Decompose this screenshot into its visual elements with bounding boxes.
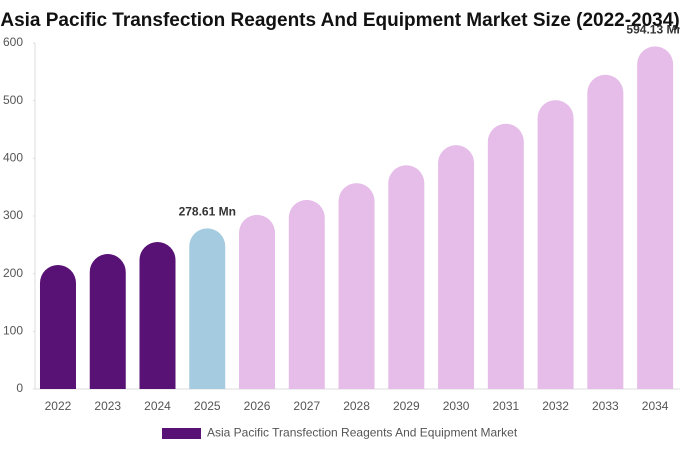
y-tick-label: 0 [16, 381, 23, 395]
bar [587, 74, 624, 389]
bar [388, 165, 425, 389]
bar [139, 241, 176, 389]
x-tick-label: 2025 [194, 399, 221, 413]
y-tick-label: 600 [3, 35, 23, 49]
bar [89, 254, 126, 389]
value-label: 594.13 Mn [626, 23, 680, 37]
x-tick-label: 2033 [592, 399, 619, 413]
chart-title: Asia Pacific Transfection Reagents And E… [0, 10, 679, 31]
value-label: 278.61 Mn [179, 205, 236, 219]
x-tick-label: 2029 [393, 399, 420, 413]
x-tick-label: 2026 [244, 399, 271, 413]
bar [637, 46, 674, 389]
x-tick-label: 2034 [642, 399, 669, 413]
legend-label: Asia Pacific Transfection Reagents And E… [207, 426, 518, 440]
bar [189, 228, 226, 389]
x-tick-label: 2027 [293, 399, 320, 413]
x-tick-label: 2031 [492, 399, 519, 413]
bar [338, 183, 375, 389]
legend-swatch [162, 428, 201, 439]
bar [288, 199, 325, 389]
bar [438, 145, 475, 389]
y-tick-label: 500 [3, 93, 23, 107]
y-tick-label: 100 [3, 324, 23, 338]
bar [537, 100, 574, 389]
x-tick-label: 2028 [343, 399, 370, 413]
bar [487, 123, 524, 389]
x-tick-label: 2023 [94, 399, 121, 413]
bar [239, 214, 276, 389]
y-tick-label: 300 [3, 208, 23, 222]
y-tick-label: 400 [3, 151, 23, 165]
x-tick-label: 2030 [443, 399, 470, 413]
x-tick-label: 2032 [542, 399, 569, 413]
bar [39, 265, 76, 389]
y-tick-label: 200 [3, 266, 23, 280]
x-tick-label: 2024 [144, 399, 171, 413]
x-tick-label: 2022 [45, 399, 72, 413]
